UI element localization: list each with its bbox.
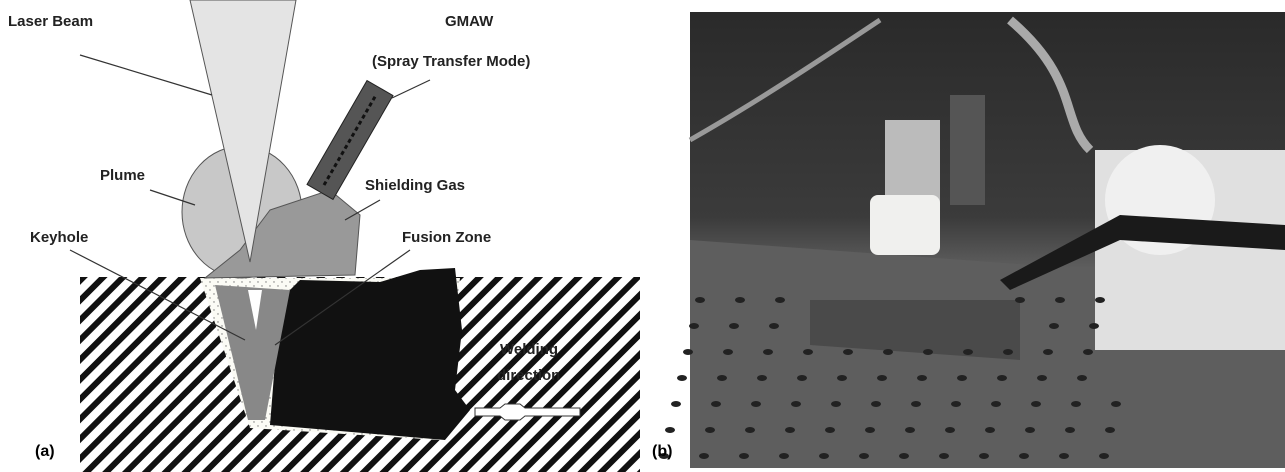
table-hole [1083,349,1093,355]
table-hole [1077,375,1087,381]
label: direction [497,367,560,384]
table-hole [997,375,1007,381]
table-hole [779,453,789,459]
table-hole [1071,401,1081,407]
caption: (b) [652,443,672,460]
table-hole [1031,401,1041,407]
table-hole [739,453,749,459]
table-hole [905,427,915,433]
table-hole [1111,401,1121,407]
table-hole [899,453,909,459]
table-hole [689,323,699,329]
table-hole [939,453,949,459]
table-hole [665,427,675,433]
plate [270,268,470,440]
table-hole [1089,323,1099,329]
leader [392,80,430,98]
page: Laser Beam GMAW (Spray Transfer Mode) Pl… [0,0,1285,472]
table-hole [775,297,785,303]
table-hole [945,427,955,433]
table-hole [1049,323,1059,329]
table-hole [1095,297,1105,303]
label: Plume [100,167,145,184]
table-hole [671,401,681,407]
table-hole [877,375,887,381]
column [950,95,985,205]
table-hole [723,349,733,355]
figure: Laser Beam GMAW (Spray Transfer Mode) Pl… [0,0,1285,472]
table-hole [831,401,841,407]
table-hole [859,453,869,459]
table-hole [951,401,961,407]
table-hole [865,427,875,433]
table-hole [711,401,721,407]
table-hole [991,401,1001,407]
table-hole [683,349,693,355]
table-hole [917,375,927,381]
label: GMAW [445,13,494,30]
label: (Spray Transfer Mode) [372,53,530,70]
table-hole [757,375,767,381]
nozzle [870,195,940,255]
table-hole [791,401,801,407]
table-hole [677,375,687,381]
table-hole [797,375,807,381]
table-hole [803,349,813,355]
table-hole [923,349,933,355]
table-hole [1015,297,1025,303]
table-hole [883,349,893,355]
table-hole [699,453,709,459]
table-hole [695,297,705,303]
table-hole [785,427,795,433]
table-hole [1019,453,1029,459]
panel-a: Laser Beam GMAW (Spray Transfer Mode) Pl… [8,0,640,472]
table-hole [1105,427,1115,433]
table-hole [911,401,921,407]
table-hole [837,375,847,381]
table-hole [1065,427,1075,433]
table-hole [871,401,881,407]
table-hole [843,349,853,355]
table-hole [705,427,715,433]
table-hole [825,427,835,433]
table-hole [763,349,773,355]
table-hole [1099,453,1109,459]
table-hole [985,427,995,433]
table-hole [979,453,989,459]
table-hole [745,427,755,433]
label: Fusion Zone [402,229,491,246]
table-hole [1025,427,1035,433]
table-hole [1043,349,1053,355]
table-hole [1003,349,1013,355]
table-hole [957,375,967,381]
table-hole [751,401,761,407]
label: Welding [500,341,558,358]
caption: (a) [35,443,55,460]
panel-b: (b) [652,12,1285,468]
table-hole [717,375,727,381]
table-hole [735,297,745,303]
table-hole [819,453,829,459]
leader [80,55,212,95]
label: Laser Beam [8,13,93,30]
table-hole [769,323,779,329]
table-hole [1055,297,1065,303]
table-hole [963,349,973,355]
label: Shielding Gas [365,177,465,194]
table-hole [1037,375,1047,381]
table-hole [729,323,739,329]
table-hole [1059,453,1069,459]
label: Keyhole [30,229,88,246]
